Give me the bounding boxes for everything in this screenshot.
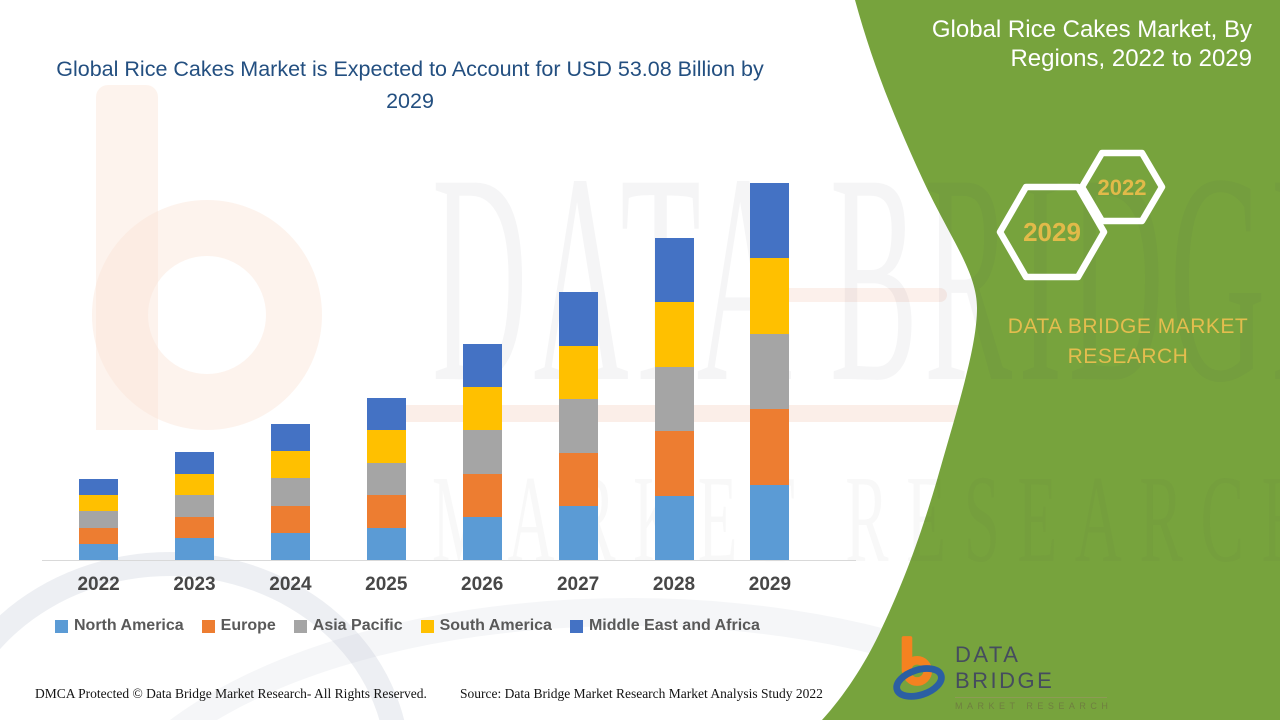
bar-segment-middle-east-and-africa (366, 398, 406, 431)
bar-segment-south-america (366, 430, 406, 463)
data-bridge-logo: DATA BRIDGE MARKET RESEARCH (893, 634, 1123, 711)
panel-title-line2: Regions, 2022 to 2029 (1010, 45, 1252, 73)
bar-segment-south-america (558, 345, 598, 400)
bar-segment-asia-pacific (270, 478, 310, 506)
bar-segment-middle-east-and-africa (175, 452, 214, 474)
bar-segment-north-america (558, 506, 598, 560)
bar-segment-asia-pacific (175, 495, 214, 517)
bar-segment-europe (270, 505, 310, 533)
legend-label: North America (74, 617, 184, 634)
legend-item-north-america: North America (55, 617, 184, 635)
bar-segment-middle-east-and-africa (654, 237, 694, 303)
watermark-peach-band (782, 288, 947, 302)
bar-segment-south-america (175, 473, 214, 496)
legend-swatch (569, 619, 583, 633)
bar-segment-south-america (654, 302, 694, 367)
bar-segment-middle-east-and-africa (79, 479, 119, 496)
legend-label: Asia Pacific (312, 617, 403, 634)
bar-segment-middle-east-and-africa (462, 344, 502, 388)
legend-swatch (420, 619, 434, 633)
x-axis-line (42, 560, 856, 561)
bar-segment-north-america (654, 495, 694, 560)
logo-text: DATA BRIDGE MARKET RESEARCH (955, 642, 1123, 711)
logo-tagline: MARKET RESEARCH (955, 701, 1113, 711)
legend-item-asia-pacific: Asia Pacific (293, 617, 403, 635)
bar-segment-south-america (79, 495, 119, 512)
bar-segment-north-america (79, 543, 119, 560)
bar-segment-europe (79, 527, 119, 544)
brand-line1: DATA BRIDGE MARKET (1007, 315, 1249, 338)
logo-name: DATA BRIDGE (955, 642, 1055, 693)
x-axis-label-2026: 2026 (461, 574, 504, 595)
x-axis-label-2025: 2025 (365, 574, 408, 595)
bar-segment-europe (175, 516, 214, 539)
chart-legend: North America Europe Asia Pacific South Ame… (55, 617, 760, 635)
dmca-notice: DMCA Protected © Data Bridge Market Rese… (35, 686, 427, 701)
logo-divider (955, 697, 1107, 698)
bar-segment-asia-pacific (79, 511, 119, 528)
bar-segment-europe (462, 473, 502, 517)
x-axis-label-2024: 2024 (269, 574, 312, 595)
bar-segment-south-america (462, 387, 502, 431)
bar-segment-asia-pacific (558, 399, 598, 453)
x-axis-label-2027: 2027 (556, 574, 600, 595)
panel-title-line1: Global Rice Cakes Market, By (931, 16, 1252, 43)
legend-swatch (293, 619, 307, 633)
bar-segment-north-america (750, 484, 790, 560)
logo-b-icon (893, 636, 945, 700)
bar-segment-asia-pacific (462, 430, 502, 474)
bar-segment-europe (558, 452, 598, 507)
hexagon-graphic (996, 149, 1166, 281)
x-axis-label-2023: 2023 (173, 574, 216, 595)
bar-segment-middle-east-and-africa (558, 291, 598, 346)
legend-label: South America (439, 617, 552, 634)
bar-segment-europe (366, 495, 406, 528)
bar-segment-asia-pacific (750, 333, 790, 410)
bar-segment-north-america (270, 532, 310, 560)
x-axis-label-2028: 2028 (652, 574, 696, 595)
bar-segment-middle-east-and-africa (750, 182, 790, 259)
bar-segment-asia-pacific (654, 366, 694, 432)
hexagon-year-2022: 2022 (1097, 175, 1147, 200)
legend-item-europe: Europe (201, 617, 276, 635)
legend-item-south-america: South America (420, 617, 552, 635)
bar-segment-north-america (462, 516, 502, 560)
bar-segment-south-america (750, 258, 790, 334)
brand-line2: RESEARCH (1067, 345, 1189, 369)
legend-swatch (201, 619, 215, 633)
brand-wordmark: DATA BRIDGE MARKET RESEARCH (1000, 312, 1256, 373)
bar-segment-north-america (175, 538, 214, 560)
legend-swatch (55, 619, 68, 633)
bar-segment-north-america (366, 527, 406, 560)
hexagon-year-2029: 2029 (1023, 217, 1081, 247)
x-axis-label-2022: 2022 (77, 574, 120, 595)
legend-label: Europe (220, 617, 276, 634)
bar-segment-asia-pacific (366, 462, 406, 496)
bar-segment-europe (750, 409, 790, 485)
panel-title: Global Rice Cakes Market, By Regions, 20… (917, 15, 1252, 74)
bar-segment-europe (654, 431, 694, 496)
x-axis-label-2029: 2029 (748, 574, 792, 595)
bar-segment-south-america (270, 451, 310, 479)
bar-segment-middle-east-and-africa (270, 424, 310, 452)
legend-item-middle-east-and-africa: Middle East and Africa (569, 617, 760, 635)
headline-title: Global Rice Cakes Market is Expected to … (56, 57, 764, 114)
legend-label: Middle East and Africa (588, 617, 760, 634)
source-citation: Source: Data Bridge Market Research Mark… (460, 686, 823, 701)
